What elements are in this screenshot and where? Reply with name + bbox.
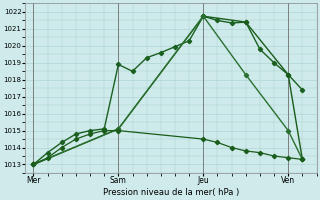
X-axis label: Pression niveau de la mer( hPa ): Pression niveau de la mer( hPa ) xyxy=(103,188,239,197)
